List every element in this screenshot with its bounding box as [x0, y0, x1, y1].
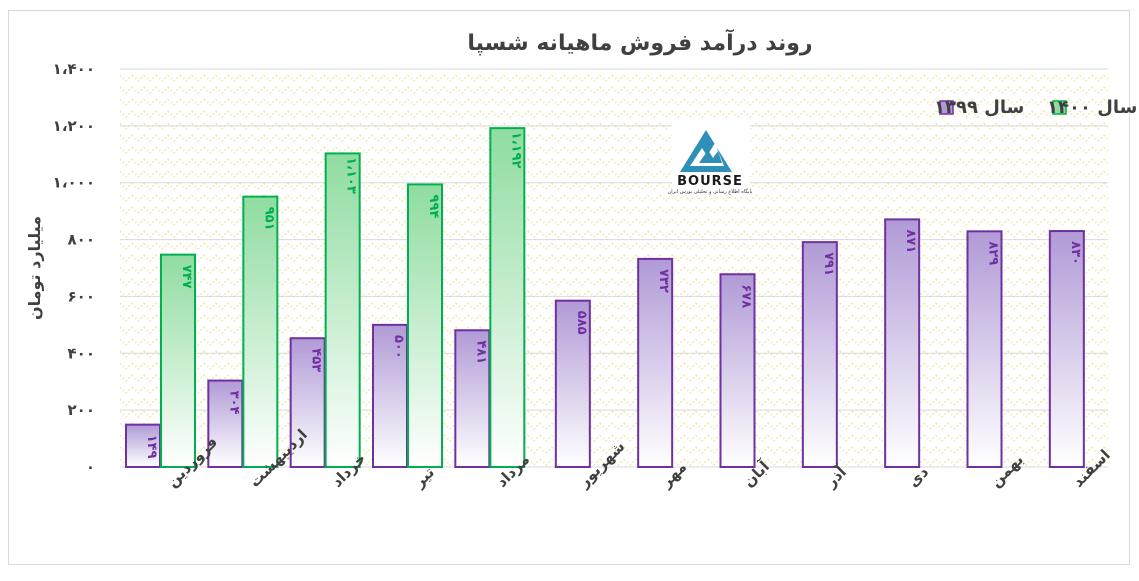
- data-labels: ۱۴۹ ۷۴۷ ۳۰۴ ۹۵۱ ۴۵۳ ۱،۱۰۳ ۵۰۰ ۹۹۴ ۴۸۱ ۱،۱۹۲ ۵۸۵ ۷۳۲…: [144, 132, 1083, 459]
- legend-swatch-1399: [939, 100, 954, 115]
- bar-1399: [289, 337, 326, 468]
- y-tick-label: ۸۰۰: [68, 231, 95, 249]
- plot-area: [120, 69, 1108, 467]
- bar-1399: [884, 218, 921, 468]
- legend-label-1400: سال ۱۴۰۰: [1047, 97, 1137, 118]
- bar-1400: [242, 195, 279, 468]
- logo-subtext: پایگاه اطلاع رسانی و تحلیلی بورس ایران: [668, 188, 753, 195]
- bar-1399: [554, 299, 591, 469]
- logo-text: BOURSE: [677, 174, 743, 189]
- y-tick-label: ۱،۴۰۰: [53, 60, 95, 78]
- bar-1399: [966, 230, 1003, 468]
- data-label: ۵۰۰: [391, 335, 406, 359]
- data-label: ۷۴۷: [179, 265, 194, 289]
- data-label: ۱،۱۰۳: [344, 157, 359, 194]
- logo-inner-icon: [699, 150, 722, 163]
- bar-1399: [1048, 230, 1085, 468]
- y-axis-label: میلیارد تومان: [25, 216, 44, 320]
- data-label: ۸۷۱: [903, 229, 918, 253]
- bar-1400: [489, 127, 526, 468]
- legend-label-1399: سال ۱۳۹۹: [934, 97, 1024, 118]
- bars: [125, 127, 1085, 469]
- legend-swatch-1400: [1052, 100, 1067, 115]
- bourse-logo: BOURSE پایگاه اطلاع رسانی و تحلیلی بورس …: [668, 122, 753, 196]
- bar-1400: [160, 253, 196, 468]
- data-label: ۱۴۹: [144, 435, 159, 459]
- y-tick-label: ۱،۲۰۰: [53, 117, 95, 135]
- y-axis-ticks: ۰ ۲۰۰ ۴۰۰ ۶۰۰ ۸۰۰ ۱،۰۰۰ ۱،۲۰۰ ۱،۴۰۰: [53, 60, 95, 476]
- y-tick-label: ۲۰۰: [68, 401, 95, 419]
- legend: سال ۱۴۰۰ سال ۱۳۹۹: [934, 97, 1137, 118]
- data-label: ۴۵۳: [309, 348, 324, 372]
- y-tick-label: ۰: [86, 458, 95, 476]
- data-label: ۸۳۰: [1068, 241, 1083, 265]
- data-label: ۱،۱۹۲: [508, 132, 523, 169]
- chart-title: روند درآمد فروش ماهیانه شسپا: [467, 28, 812, 56]
- bar-1399: [801, 241, 838, 468]
- bar-1399: [207, 379, 244, 469]
- data-label: ۵۸۵: [574, 311, 589, 335]
- data-label: ۳۰۴: [226, 391, 241, 415]
- data-label: ۸۲۹: [986, 241, 1001, 265]
- y-tick-label: ۶۰۰: [68, 287, 95, 305]
- data-label: ۶۷۸: [739, 284, 754, 308]
- bar-1399: [637, 257, 674, 468]
- data-label: ۷۳۲: [656, 269, 671, 293]
- bar-1400: [324, 152, 361, 468]
- data-label: ۹۹۴: [426, 195, 441, 219]
- y-tick-label: ۴۰۰: [68, 344, 95, 362]
- data-label: ۹۵۱: [261, 207, 276, 231]
- gridlines: [120, 68, 1108, 468]
- data-label: ۷۹۱: [821, 252, 836, 276]
- y-tick-label: ۱،۰۰۰: [53, 174, 95, 192]
- bar-1399: [719, 273, 756, 468]
- bar-1400: [407, 183, 443, 468]
- data-label: ۴۸۱: [473, 340, 488, 364]
